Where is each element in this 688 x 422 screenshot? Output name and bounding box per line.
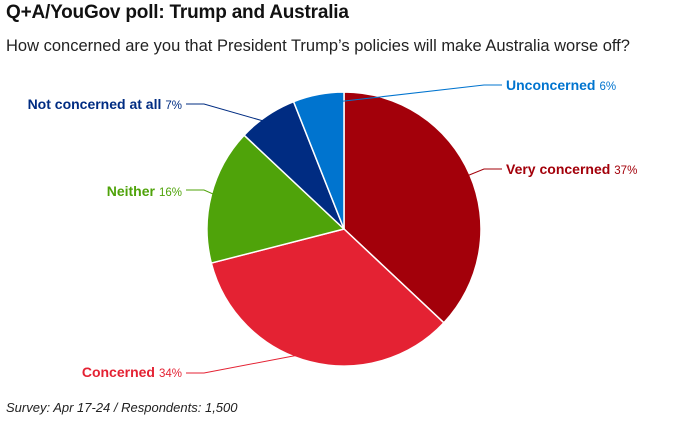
slice-label-value: 34%	[159, 368, 182, 380]
leader-line-neither	[186, 189, 221, 198]
chart-title: Q+A/YouGov poll: Trump and Australia	[6, 2, 349, 23]
slice-label-name: Not concerned at all	[28, 96, 162, 112]
chart-subtitle: How concerned are you that President Tru…	[6, 37, 630, 55]
slice-label-value: 37%	[614, 165, 637, 177]
leader-line-concerned	[186, 351, 313, 374]
pie-slice-neither	[206, 134, 345, 264]
slice-label-name: Unconcerned	[506, 77, 595, 93]
pie-slices	[206, 91, 482, 367]
slice-label-very-concerned: Very concerned 37%	[506, 161, 637, 177]
slice-label-concerned: Concerned 34%	[82, 364, 182, 380]
slice-label-name: Very concerned	[506, 161, 610, 177]
slice-label-name: Concerned	[82, 364, 155, 380]
pie-slice-unconcerned	[292, 91, 345, 230]
slice-label-value: 6%	[599, 81, 616, 93]
slice-label-not-concerned-at-all: Not concerned at all 7%	[28, 96, 182, 112]
survey-note: Survey: Apr 17-24 / Respondents: 1,500	[6, 400, 238, 415]
pie-labels: Very concerned 37%Concerned 34%Neither 16%N…	[28, 77, 638, 380]
pie-slice-concerned	[210, 228, 445, 367]
slice-label-unconcerned: Unconcerned 6%	[506, 77, 616, 93]
slice-label-value: 7%	[165, 100, 182, 112]
slice-label-neither: Neither 16%	[107, 183, 182, 199]
leader-line-not-concerned-at-all	[186, 103, 273, 125]
slice-label-value: 16%	[159, 187, 182, 199]
slice-label-name: Neither	[107, 183, 156, 199]
leader-line-unconcerned	[320, 84, 502, 105]
leader-line-very-concerned	[460, 168, 502, 179]
